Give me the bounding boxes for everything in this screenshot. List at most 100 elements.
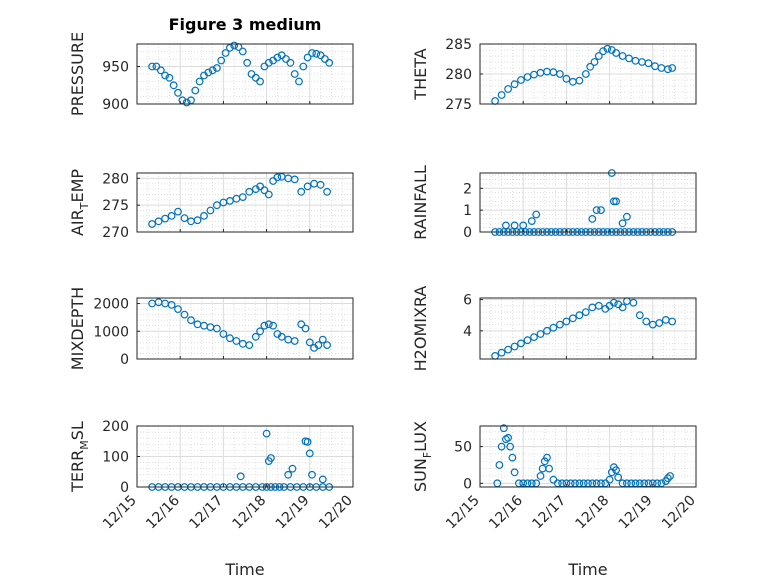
data-point [504,85,513,93]
data-point [148,62,157,71]
axes-box [479,425,697,488]
data-point [497,442,506,451]
data-point [303,53,312,62]
data-point [532,210,541,219]
data-point [536,330,545,338]
y-tick-label: 100 [102,450,129,466]
data-point [510,468,519,477]
y-tick-label: 280 [445,67,472,83]
data-point [247,70,256,78]
data-point [225,334,234,343]
data-point [219,330,228,338]
y-tick-label: 0 [120,480,129,496]
data-point [497,348,506,357]
data-point [238,193,247,202]
data-point [290,337,299,345]
data-point [161,71,170,80]
y-tick-label: 275 [102,198,129,214]
data-point [569,314,577,323]
data-point [152,62,161,71]
data-point [290,175,299,184]
subplot-grid: 900 950 PRESSURE 275 280 285 THETA 270 275 280 AIR… [68,32,699,532]
data-point [200,211,208,220]
data-point [543,326,551,335]
data-point [517,339,525,348]
data-point [523,336,532,345]
data-point [530,333,538,342]
y-tick-label: 2 [463,181,472,197]
data-point [504,345,513,354]
data-point [174,88,182,97]
x-tick-label: 12/20 [316,493,356,533]
y-tick-label: 270 [102,225,129,241]
data-point [618,52,627,60]
data-point [297,320,306,329]
data-point [290,70,299,78]
data-point [221,49,230,57]
data-point [543,453,551,462]
y-tick-label: 950 [102,60,129,76]
data-point [286,58,295,67]
data-point [519,221,528,230]
data-point [635,311,644,320]
data-point [610,298,618,307]
y-axis-label: MIXDEPTH [68,287,87,370]
subplot-4: 0 1 2 RAINFALL [411,165,697,241]
data-point [165,73,174,82]
y-axis-label: AIRTEMP [68,169,91,236]
data-point [267,454,275,462]
data-point [295,77,303,86]
data-point [243,58,252,67]
data-point [666,472,674,480]
x-tick-label: 12/16 [486,492,526,532]
y-tick-label: 50 [454,440,472,456]
data-point [642,317,651,326]
x-tick-label: 12/17 [186,493,226,533]
data-point [499,424,508,433]
y-tick-label: 200 [102,419,129,435]
y-axis-label: TERRMSL [68,421,91,493]
y-tick-label: 1 [463,203,472,219]
subplot-8: 0 50 12/15 12/16 12/17 12/18 12/19 12/20 SUNFLUX [411,421,699,532]
data-point [169,81,178,90]
data-point [256,327,265,336]
data-point [510,342,519,351]
data-point [256,77,265,86]
data-point [305,449,314,458]
data-point [273,53,282,62]
data-point [612,197,620,206]
data-point [545,464,553,473]
data-point [148,220,157,228]
data-point [217,56,226,65]
data-point [562,74,571,83]
subplot-5: 0 1000 2000 MIXDEPTH [68,287,354,370]
y-tick-label: 0 [463,476,472,492]
x-tick-label: 12/18 [573,493,613,533]
data-point [232,337,241,345]
data-point [269,321,278,330]
data-point [303,438,312,446]
data-point [212,64,221,72]
data-point [599,47,607,56]
data-point [245,341,254,350]
data-point [277,332,286,341]
axes-box [479,172,697,233]
data-point [308,49,316,57]
data-point [655,319,664,327]
data-point [238,47,247,56]
data-point [245,187,254,196]
subplot-6: 4 6 H2OMIXRA [411,286,697,372]
axes-box [136,172,354,233]
y-axis-label: H2OMIXRA [411,286,430,372]
data-point [575,76,584,85]
data-point [497,91,506,99]
data-point [262,429,271,438]
x-axis-label-right: Time [567,560,607,579]
data-point [618,303,627,312]
data-point [318,475,327,484]
y-axis-label: THETA [411,48,430,100]
data-point [510,221,519,230]
data-point [297,187,306,196]
data-point [581,70,590,78]
y-tick-label: 0 [463,225,472,241]
